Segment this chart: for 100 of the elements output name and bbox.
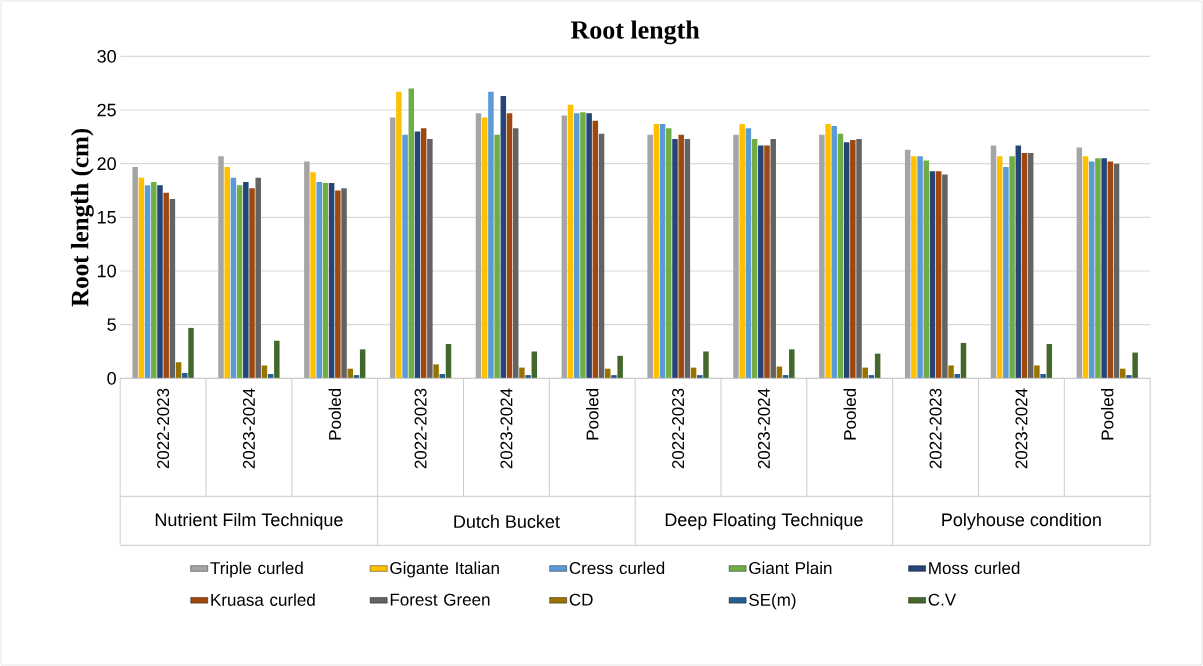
x-tick-label: 2022-2023 [157, 388, 170, 469]
bar [611, 375, 617, 379]
bar [789, 349, 795, 379]
bar [316, 181, 322, 379]
bar [678, 134, 684, 379]
x-tick-label: 2023-2024 [500, 388, 513, 469]
bar [1046, 343, 1053, 379]
legend-label: Cress curled [569, 561, 665, 575]
y-tick-label: 10 [97, 264, 116, 278]
bar [341, 188, 347, 379]
bar [1009, 156, 1015, 379]
bar [929, 171, 936, 379]
bar [825, 123, 831, 379]
bar [659, 123, 666, 379]
bar [733, 134, 739, 379]
bar [157, 185, 163, 379]
x-tick-label: 2023-2024 [757, 388, 770, 469]
bar [402, 134, 408, 379]
legend-label: Forest Green [390, 593, 490, 606]
bar [1082, 156, 1089, 379]
chart-title: Root length [570, 20, 700, 45]
bar [1027, 152, 1034, 379]
bar [163, 192, 169, 379]
bar [1107, 161, 1114, 379]
bar [751, 138, 758, 379]
bar [837, 133, 844, 379]
bar [230, 177, 237, 379]
bar [574, 113, 580, 379]
bar [488, 91, 494, 379]
bar [218, 156, 224, 379]
bar [261, 365, 268, 379]
bar [684, 138, 691, 379]
bar [561, 115, 568, 379]
x-tick-label: 2022-2023 [414, 388, 427, 469]
bar [255, 177, 261, 379]
x-tick-label: Pooled [586, 388, 599, 440]
bar [433, 364, 439, 379]
bar [236, 185, 243, 379]
bar [182, 372, 188, 379]
bar [224, 166, 230, 379]
bar [169, 199, 176, 379]
bar [745, 128, 752, 379]
legend-label: Kruasa curled [211, 593, 315, 606]
bar [1095, 158, 1101, 379]
bar [396, 91, 402, 379]
legend-label: CD [569, 593, 593, 606]
bar [567, 104, 574, 379]
y-tick-label: 5 [107, 318, 116, 331]
bar [1126, 375, 1132, 379]
bar [960, 342, 967, 379]
bar [653, 123, 660, 379]
bar [481, 117, 488, 379]
bar [904, 149, 911, 379]
x-tick-label: 2022-2023 [929, 388, 942, 469]
bar [525, 375, 531, 379]
y-tick-label: 30 [97, 49, 116, 63]
bar [243, 181, 249, 379]
bar [598, 133, 605, 379]
bar [1034, 365, 1040, 379]
bar [770, 138, 776, 379]
bar [739, 123, 745, 379]
bar [445, 343, 452, 379]
bar [512, 128, 519, 379]
bar [862, 367, 868, 379]
y-tick-label: 20 [97, 157, 116, 171]
bar [850, 140, 856, 379]
bar [764, 145, 770, 379]
bar [328, 183, 335, 379]
bar [666, 128, 672, 379]
bar [697, 375, 703, 379]
bar [359, 349, 366, 379]
bar [948, 365, 954, 379]
y-tick-label: 0 [107, 371, 116, 385]
bar [990, 145, 997, 379]
bar [856, 138, 862, 379]
bar [475, 113, 482, 379]
legend-label: Gigante Italian [390, 561, 499, 578]
y-tick-label: 25 [97, 103, 116, 117]
bar [647, 134, 653, 379]
bar [274, 340, 280, 379]
bar [175, 362, 182, 379]
bar [831, 126, 837, 379]
bar [1101, 158, 1107, 379]
bar [389, 117, 396, 379]
bar [519, 367, 525, 379]
x-tick-label: 2023-2024 [1015, 388, 1028, 469]
bar [617, 355, 623, 379]
y-axis-title: Root length (cm) [70, 128, 94, 307]
bar [151, 181, 157, 379]
bar [672, 138, 678, 379]
bar [322, 183, 329, 379]
bar [144, 185, 151, 379]
bar [1040, 374, 1046, 379]
bar [310, 172, 316, 379]
legend-label: C.V [928, 593, 957, 606]
bar [1076, 147, 1083, 379]
bar [304, 161, 310, 379]
bar [414, 131, 421, 379]
bar [935, 171, 942, 379]
text: Nutrient Film Technique [155, 512, 343, 530]
